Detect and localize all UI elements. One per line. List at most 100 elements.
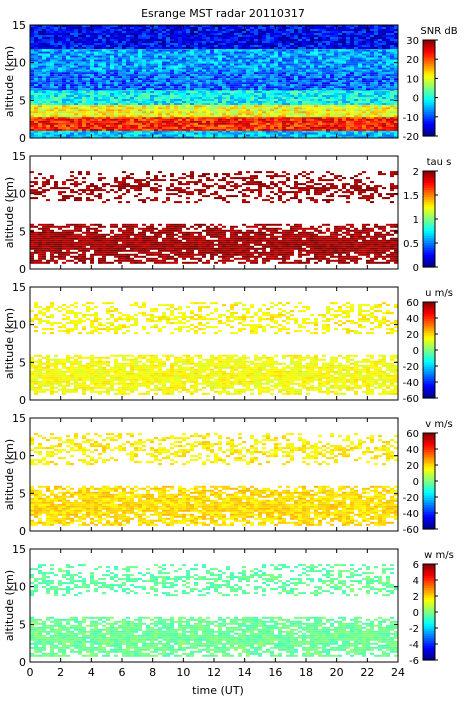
heatmap-cell — [210, 33, 214, 35]
heatmap-cell — [86, 61, 90, 64]
heatmap-cell — [70, 53, 74, 56]
heatmap-cell — [370, 107, 374, 110]
heatmap-cell — [222, 55, 226, 58]
heatmap-cell — [74, 97, 78, 99]
heatmap-cell — [306, 118, 310, 121]
heatmap-cell — [122, 116, 126, 119]
heatmap-cell — [66, 25, 70, 27]
heatmap-cell — [230, 78, 234, 81]
heatmap-cell — [282, 111, 286, 114]
heatmap-cell — [74, 74, 78, 77]
heatmap-cell — [38, 65, 42, 68]
heatmap-cell — [230, 86, 234, 89]
heatmap-cell — [226, 115, 230, 118]
heatmap-cell — [350, 67, 354, 70]
heatmap-cell — [38, 33, 42, 35]
heatmap-cell — [166, 82, 170, 85]
heatmap-cell — [170, 122, 174, 125]
heatmap-cell — [382, 101, 386, 103]
heatmap-cell — [206, 67, 210, 70]
heatmap-cell — [90, 35, 94, 37]
heatmap-cell — [154, 105, 158, 108]
heatmap-cell — [358, 126, 362, 129]
heatmap-cell — [138, 25, 142, 27]
heatmap-cell — [262, 134, 266, 137]
heatmap-cell — [110, 93, 114, 95]
heatmap-cell — [222, 61, 226, 64]
heatmap-cell — [270, 116, 274, 119]
heatmap-cell — [326, 53, 330, 56]
heatmap-cell — [162, 49, 166, 52]
heatmap-cell — [130, 25, 134, 27]
heatmap-cell — [326, 29, 330, 31]
heatmap-cell — [66, 120, 70, 123]
heatmap-cell — [314, 65, 318, 68]
heatmap-cell — [278, 124, 282, 127]
heatmap-cell — [106, 57, 110, 60]
heatmap-cell — [358, 97, 362, 99]
heatmap-cell — [338, 74, 342, 77]
heatmap-cell — [106, 111, 110, 114]
heatmap-cell — [378, 116, 382, 119]
heatmap-cell — [86, 95, 90, 97]
heatmap-cell — [262, 55, 266, 58]
heatmap-cell — [234, 86, 238, 89]
heatmap-cell — [382, 84, 386, 87]
heatmap-cell — [122, 72, 126, 75]
heatmap-cell — [114, 134, 118, 137]
heatmap-cell — [82, 93, 86, 95]
heatmap-cell — [310, 109, 314, 112]
heatmap-cell — [54, 59, 58, 62]
heatmap-cell — [102, 69, 106, 72]
heatmap-cell — [306, 95, 310, 97]
heatmap-cell — [214, 116, 218, 119]
heatmap-cell — [50, 78, 54, 81]
heatmap-cell — [294, 95, 298, 97]
heatmap-cell — [278, 35, 282, 37]
heatmap-cell — [62, 76, 66, 79]
heatmap-cell — [338, 99, 342, 101]
heatmap-cell — [154, 74, 158, 77]
heatmap-cell — [246, 51, 250, 54]
heatmap-cell — [34, 37, 38, 39]
heatmap-cell — [162, 115, 166, 118]
heatmap-cell — [202, 111, 206, 114]
heatmap-cell — [326, 124, 330, 127]
heatmap-cell — [282, 109, 286, 112]
heatmap-cell — [150, 35, 154, 37]
heatmap-cell — [390, 67, 394, 70]
heatmap-cell — [358, 61, 362, 64]
heatmap-cell — [254, 109, 258, 112]
heatmap-cell — [90, 115, 94, 118]
heatmap-cell — [38, 35, 42, 37]
heatmap-cell — [114, 33, 118, 35]
heatmap-cell — [330, 59, 334, 62]
heatmap-cell — [74, 33, 78, 35]
heatmap-cell — [366, 95, 370, 97]
heatmap-cell — [294, 53, 298, 56]
heatmap-cell — [230, 124, 234, 127]
heatmap-cell — [78, 97, 82, 99]
heatmap-cell — [350, 88, 354, 91]
heatmap-cell — [82, 95, 86, 97]
heatmap-cell — [366, 76, 370, 79]
heatmap-cell — [286, 130, 290, 133]
heatmap-cell — [310, 80, 314, 83]
heatmap-cell — [318, 105, 322, 108]
heatmap-cell — [226, 63, 230, 66]
heatmap-cell — [330, 126, 334, 129]
heatmap-cell — [186, 65, 190, 68]
heatmap-cell — [358, 72, 362, 75]
heatmap-cell — [214, 103, 218, 105]
heatmap-cell — [178, 35, 182, 37]
heatmap-cell — [50, 37, 54, 39]
heatmap-cell — [74, 95, 78, 97]
heatmap-cell — [190, 122, 194, 125]
heatmap-cell — [214, 126, 218, 129]
heatmap-cell — [278, 120, 282, 123]
heatmap-cell — [394, 88, 398, 91]
heatmap-cell — [46, 49, 50, 52]
heatmap-cell — [394, 113, 398, 116]
heatmap-cell — [394, 122, 398, 125]
heatmap-cell — [302, 59, 306, 62]
